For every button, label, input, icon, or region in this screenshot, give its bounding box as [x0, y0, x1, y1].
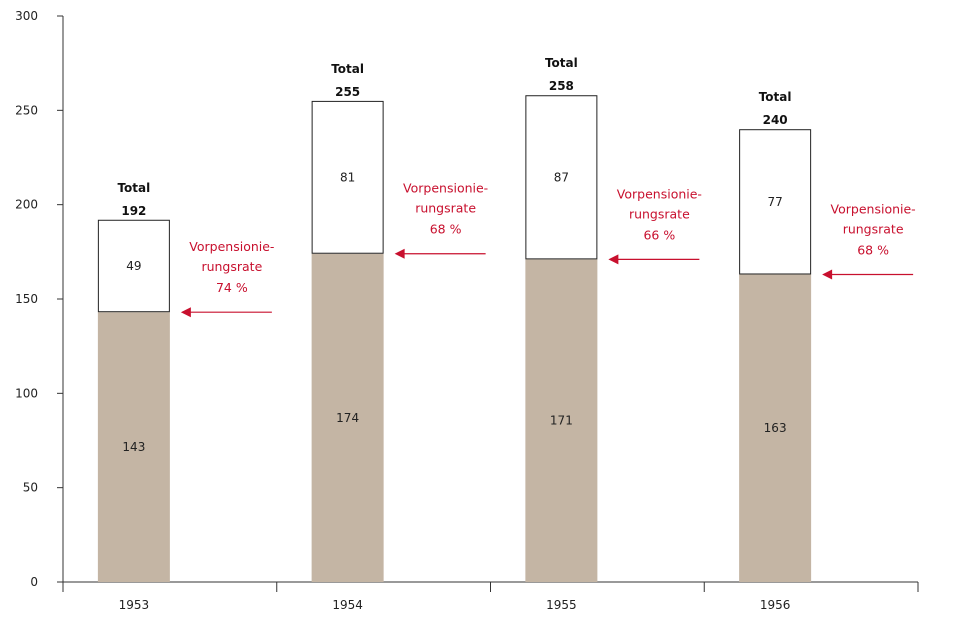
x-tick-label: 1954	[332, 598, 363, 612]
total-title: Total	[331, 62, 364, 76]
data-label-bottom: 143	[122, 440, 145, 454]
total-value: 255	[335, 85, 360, 99]
y-tick-label: 200	[15, 198, 38, 212]
annotation-line3: 66 %	[643, 227, 675, 242]
annotation-arrow-head	[394, 248, 405, 259]
bar-segment-top	[97, 219, 170, 313]
annotation-line1: Vorpensionie-	[189, 239, 274, 254]
axes: 0 50 100 150 200 250 300	[15, 9, 919, 592]
labels: 1953 143 49 Total 192 1954 174 81 Total 255 1955 17…	[117, 56, 791, 612]
bar-segment-top	[739, 129, 812, 275]
y-tick-label: 250	[15, 103, 38, 117]
total-value: 240	[763, 113, 788, 127]
annotations: Vorpensionie-rungsrate 74 % Vorpensionie-r…	[180, 181, 916, 318]
y-tick-label: 50	[23, 481, 38, 495]
annotation-arrow-head	[822, 269, 833, 280]
bar-segment-bottom	[739, 274, 812, 582]
y-tick-label: 0	[30, 575, 38, 589]
x-tick-label: 1956	[760, 598, 791, 612]
annotation-line2: rungsrate	[843, 221, 904, 236]
y-tick-label: 100	[15, 386, 38, 400]
bars	[97, 95, 812, 582]
data-label-bottom: 163	[764, 421, 787, 435]
annotation-line2: rungsrate	[629, 206, 690, 221]
annotation-line1: Vorpensionie-	[403, 181, 488, 196]
annotation-line2: rungsrate	[415, 201, 476, 216]
total-title: Total	[545, 56, 578, 70]
total-value: 192	[121, 204, 146, 218]
data-label-top: 49	[126, 259, 141, 273]
annotation-arrow-head	[608, 254, 619, 265]
bar-segment-bottom	[525, 259, 598, 582]
annotation-line1: Vorpensionie-	[831, 201, 916, 216]
annotation-line3: 68 %	[857, 242, 889, 257]
total-value: 258	[549, 79, 574, 93]
data-label-top: 87	[554, 170, 569, 184]
x-tick-label: 1953	[119, 598, 150, 612]
bar-segment-top	[525, 95, 598, 260]
total-title: Total	[759, 90, 792, 104]
data-label-bottom: 171	[550, 414, 573, 428]
annotation-line2: rungsrate	[201, 259, 262, 274]
bar-segment-top	[311, 100, 384, 254]
x-tick-label: 1955	[546, 598, 577, 612]
annotation-arrow-head	[180, 307, 191, 318]
annotation-line1: Vorpensionie-	[617, 186, 702, 201]
y-tick-label: 150	[15, 292, 38, 306]
y-tick-label: 300	[15, 9, 38, 23]
total-title: Total	[117, 181, 150, 195]
bar-segment-bottom	[311, 253, 384, 582]
data-label-bottom: 174	[336, 411, 359, 425]
annotation-line3: 68 %	[430, 222, 462, 237]
data-label-top: 77	[767, 195, 782, 209]
bar-segment-bottom	[97, 312, 170, 582]
annotation-line3: 74 %	[216, 280, 248, 295]
data-label-top: 81	[340, 170, 355, 184]
